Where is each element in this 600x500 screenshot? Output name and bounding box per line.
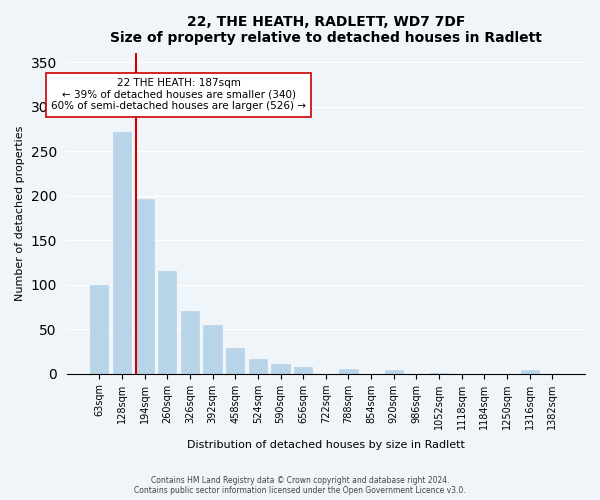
- Bar: [203, 324, 221, 374]
- Bar: [90, 284, 109, 374]
- Bar: [158, 272, 176, 374]
- Y-axis label: Number of detached properties: Number of detached properties: [15, 126, 25, 301]
- Bar: [113, 132, 131, 374]
- Bar: [385, 370, 403, 374]
- Text: 22 THE HEATH: 187sqm
← 39% of detached houses are smaller (340)
60% of semi-deta: 22 THE HEATH: 187sqm ← 39% of detached h…: [51, 78, 306, 112]
- Bar: [181, 312, 199, 374]
- Text: Contains HM Land Registry data © Crown copyright and database right 2024.
Contai: Contains HM Land Registry data © Crown c…: [134, 476, 466, 495]
- Bar: [294, 366, 312, 374]
- Bar: [226, 348, 244, 374]
- Bar: [340, 369, 358, 374]
- Bar: [271, 364, 290, 374]
- Title: 22, THE HEATH, RADLETT, WD7 7DF
Size of property relative to detached houses in : 22, THE HEATH, RADLETT, WD7 7DF Size of …: [110, 15, 542, 45]
- X-axis label: Distribution of detached houses by size in Radlett: Distribution of detached houses by size …: [187, 440, 465, 450]
- Bar: [521, 370, 539, 374]
- Bar: [430, 373, 448, 374]
- Bar: [136, 200, 154, 374]
- Bar: [249, 358, 267, 374]
